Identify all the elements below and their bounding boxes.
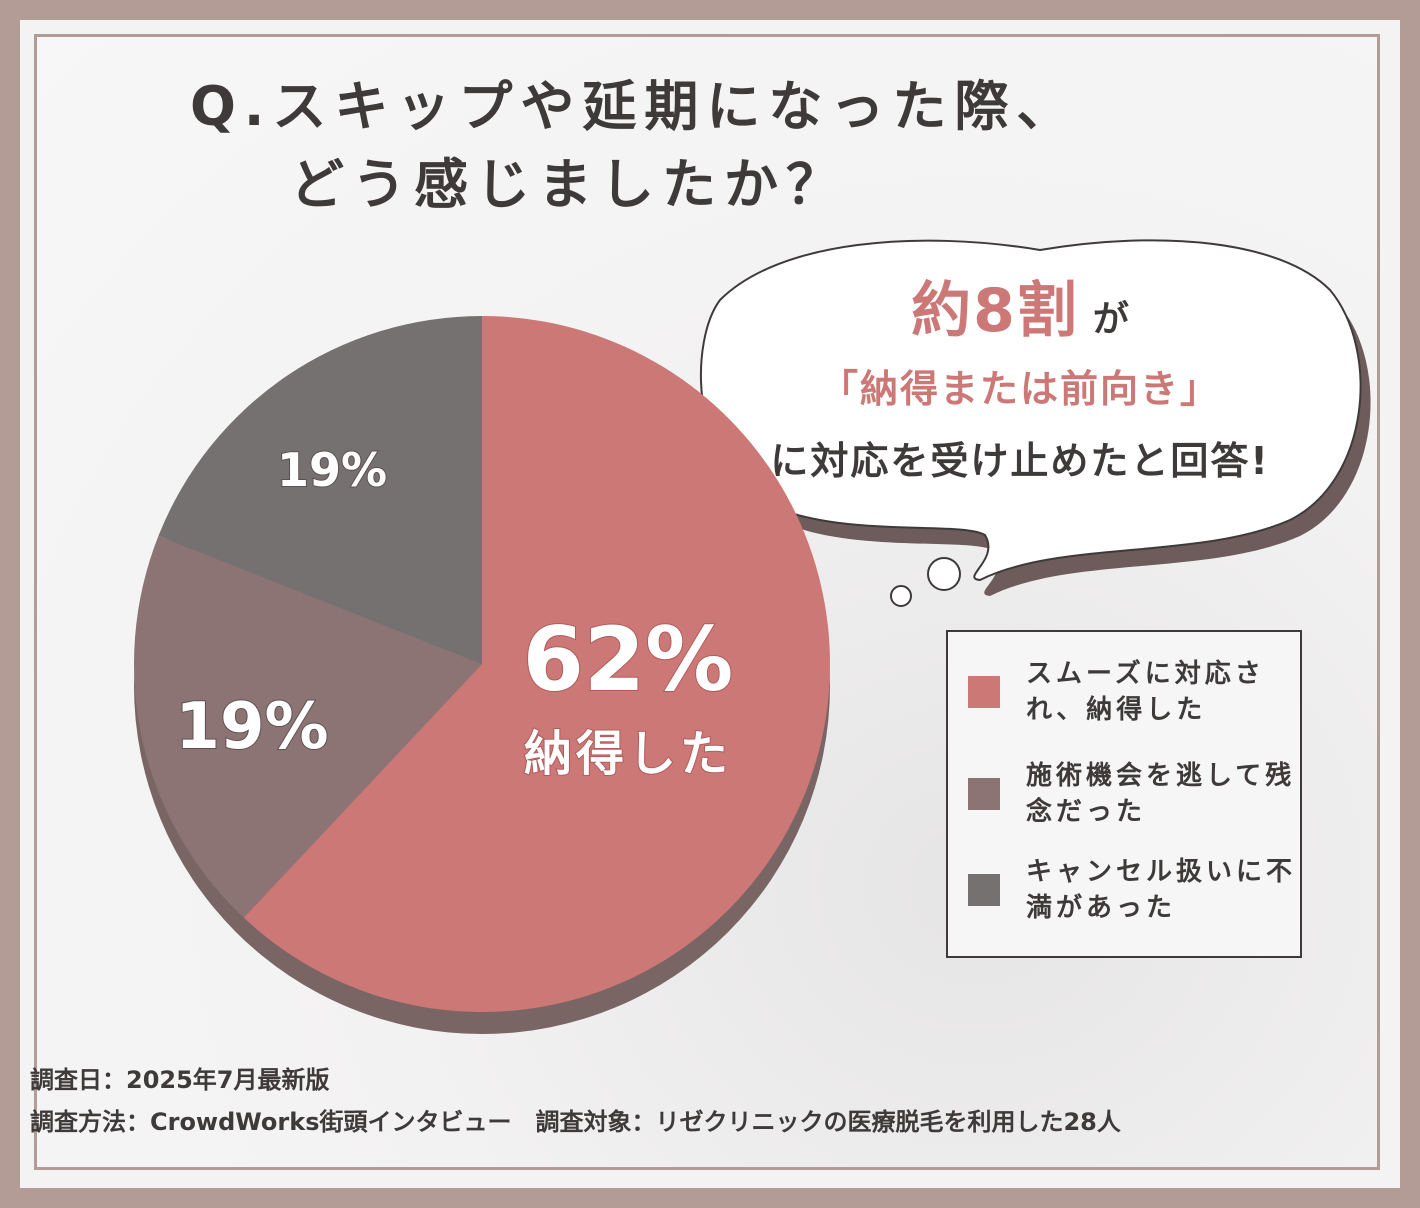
slice-value-label: 19% xyxy=(277,443,387,497)
bubble-particle: が xyxy=(1092,299,1129,340)
pie-chart: 62% 納得した 19% 19% xyxy=(134,316,830,1034)
footer-survey-method: 調査方法：CrowdWorks街頭インタビュー 調査対象：リゼクリニックの医療脱… xyxy=(30,1108,1121,1136)
legend-swatch xyxy=(968,874,1000,906)
legend: スムーズに対応され、納得した 施術機会を逃して残念だった キャンセル扱いに不満が… xyxy=(946,630,1302,958)
bubble-headline: 約8割が xyxy=(800,262,1240,349)
slice-value-label: 19% xyxy=(175,690,328,764)
legend-item: 施術機会を逃して残念だった xyxy=(968,758,1296,830)
pie-slice xyxy=(243,316,830,1013)
thought-bubble xyxy=(700,239,1371,607)
slice-sublabel: 納得した xyxy=(524,726,732,782)
footer-survey-date: 調査日：2025年7月最新版 xyxy=(30,1066,330,1094)
legend-label: スムーズに対応され、納得した xyxy=(1026,659,1265,725)
legend-swatch xyxy=(968,778,1000,810)
legend-label: キャンセル扱いに不満があった xyxy=(1026,857,1297,923)
legend-item: スムーズに対応され、納得した xyxy=(968,656,1296,728)
pie-slice xyxy=(134,535,482,918)
bubble-line3: に対応を受け止めたと回答! xyxy=(770,439,1270,483)
legend-label: 施術機会を逃して残念だった xyxy=(1026,761,1296,827)
chart-title-line2: どう感じましたか？ xyxy=(290,153,848,216)
slice-value-label: 62% xyxy=(523,608,734,711)
chart-title-line1: Q.スキップや延期になった際、 xyxy=(190,75,1079,138)
legend-swatch xyxy=(968,676,1000,708)
bubble-highlight: 約8割 xyxy=(911,276,1079,346)
bubble-line2: 「納得または前向き」 xyxy=(819,367,1220,411)
legend-item: キャンセル扱いに不満があった xyxy=(968,854,1296,926)
pie-slice xyxy=(158,316,482,664)
